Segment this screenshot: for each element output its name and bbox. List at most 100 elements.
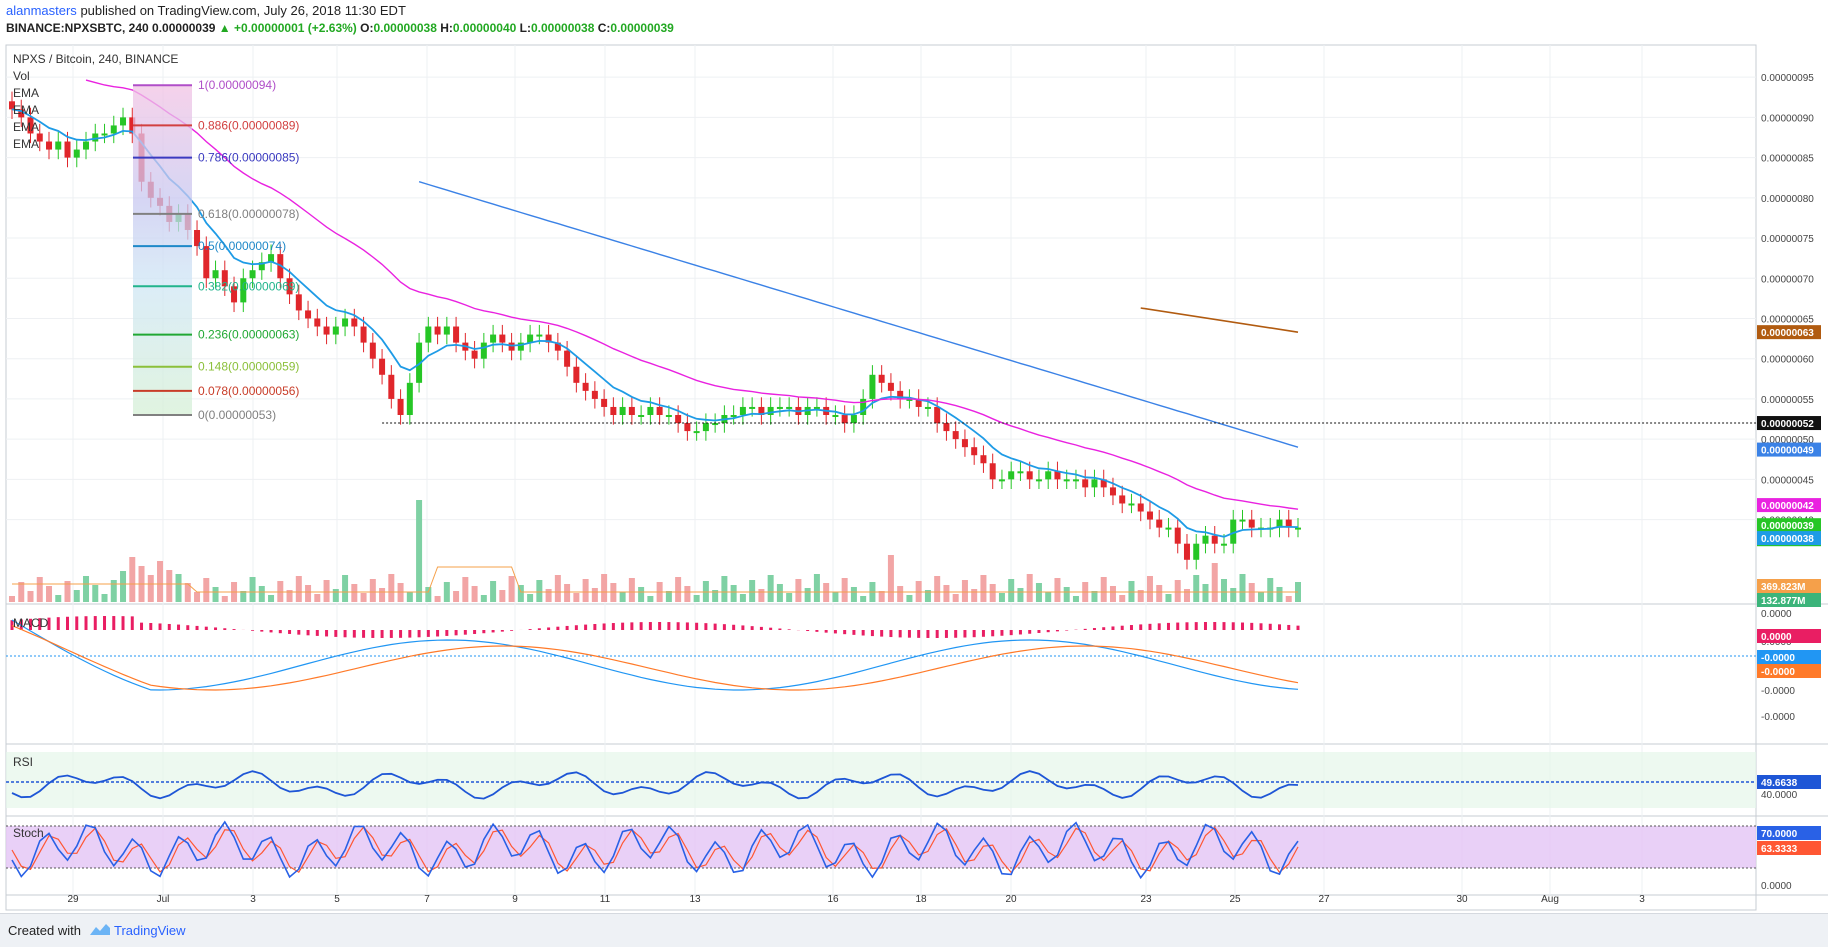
macd-pane-label[interactable]: MACD [13, 616, 49, 630]
author-link[interactable]: alanmasters [6, 3, 77, 18]
candle-body [129, 117, 136, 134]
candle-body [517, 342, 524, 351]
stoch-band [6, 826, 1756, 868]
candle-body [1276, 519, 1283, 528]
volume-bar [1072, 596, 1079, 602]
volume-bar [166, 570, 173, 602]
fib-level-label: 1(0.00000094) [198, 78, 276, 92]
candle-body [628, 406, 635, 415]
candle-body [1008, 471, 1015, 480]
rsi-value-tag-bg [1757, 775, 1821, 789]
rsi-pane-label[interactable]: RSI [13, 755, 34, 769]
candle-body [443, 326, 450, 335]
tradingview-link[interactable]: TradingView [114, 923, 186, 938]
up-arrow-icon: ▲ [218, 21, 231, 35]
volume-bar [924, 590, 931, 602]
indicator-ema-2[interactable]: EMA [13, 103, 40, 117]
indicator-ema-1[interactable]: EMA [13, 86, 40, 100]
candle-body [73, 149, 80, 158]
volume-bar [601, 574, 608, 602]
candle-body [776, 406, 783, 409]
price-tick-label: 0.00000070 [1761, 274, 1814, 285]
volume-bar [1119, 595, 1126, 602]
last-price-tag: 0.00000039 [1761, 521, 1814, 532]
close-value: 0.00000039 [610, 21, 674, 35]
volume-bar [1156, 585, 1163, 602]
fibonacci-zone [133, 85, 192, 415]
candle-body [453, 326, 460, 343]
indicator-legend: Vol EMA EMA EMA EMA [13, 68, 39, 153]
candle-body [425, 326, 432, 343]
candle-body [314, 318, 321, 327]
volume-bar [1174, 580, 1181, 602]
volume-bar [240, 591, 247, 602]
candle-body [406, 382, 413, 415]
candle-body [980, 455, 987, 464]
volume-bar [721, 576, 728, 602]
candle-body [924, 406, 931, 409]
stoch-pane-label[interactable]: Stoch [13, 826, 44, 840]
candle-body [934, 406, 941, 424]
volume-bar [295, 576, 302, 602]
ema-long-price-tag-bg [1757, 442, 1821, 457]
volume-bar [878, 591, 885, 602]
candle-body [702, 423, 709, 432]
support-price-tag-bg [1757, 416, 1821, 431]
candle-body [1146, 511, 1153, 520]
price-tick-label: 0.00000075 [1761, 234, 1814, 245]
candle-body [758, 406, 765, 415]
candle-body [1239, 519, 1246, 522]
x-tick-label: 27 [1318, 894, 1330, 905]
ema-extra-price-tag: 0.00000063 [1761, 328, 1814, 339]
volume-bar [184, 583, 191, 602]
volume-bar [1267, 578, 1274, 602]
candle-body [887, 382, 894, 391]
x-tick-label: 13 [689, 894, 701, 905]
candle-body [1211, 535, 1218, 544]
volume-bar [1257, 592, 1264, 602]
candle-body [305, 310, 312, 319]
macd-axis-label: -0.0000 [1761, 712, 1795, 723]
candle-body [1295, 527, 1301, 530]
candle-body [323, 326, 330, 335]
candle-body [684, 423, 691, 432]
candle-body [286, 278, 293, 295]
volume-ma-tag-bg [1757, 579, 1821, 593]
candle-body [342, 318, 349, 327]
ema-extra-price-tag-bg [1757, 325, 1821, 340]
volume-bar [490, 581, 497, 602]
volume-bar [434, 596, 441, 602]
volume-bar [980, 575, 987, 602]
candle-body [240, 278, 247, 303]
volume-bar [841, 578, 848, 602]
candle-body [1082, 479, 1089, 488]
volume-bar [1211, 563, 1218, 602]
volume-bar [323, 580, 330, 602]
volume-tag: 132.877M [1761, 596, 1805, 607]
volume-bar [508, 576, 515, 602]
macd-line-tag: -0.0000 [1761, 653, 1795, 664]
stoch-axis-label: 0.0000 [1761, 881, 1792, 892]
ema-long-line [418, 181, 1299, 448]
indicator-ema-3[interactable]: EMA [13, 120, 40, 134]
volume-bar [416, 500, 423, 602]
candle-body [1285, 519, 1292, 528]
indicator-ema-4[interactable]: EMA [13, 137, 40, 151]
candle-body [813, 406, 820, 409]
stoch-d-tag: 63.3333 [1761, 844, 1798, 855]
volume-bar [314, 594, 321, 602]
candle-body [231, 286, 238, 303]
volume-bar [55, 595, 62, 602]
candle-body [1202, 535, 1209, 544]
volume-bar [471, 586, 478, 602]
candle-body [554, 342, 561, 351]
macd-hist-tag: 0.0000 [1761, 632, 1792, 643]
volume-bar [1017, 588, 1024, 602]
macd-line [11, 619, 1299, 691]
volume-bar [379, 588, 386, 602]
candle-body [1156, 519, 1163, 528]
volume-bar [813, 574, 820, 602]
indicator-vol[interactable]: Vol [13, 69, 30, 83]
candle-body [860, 398, 867, 415]
